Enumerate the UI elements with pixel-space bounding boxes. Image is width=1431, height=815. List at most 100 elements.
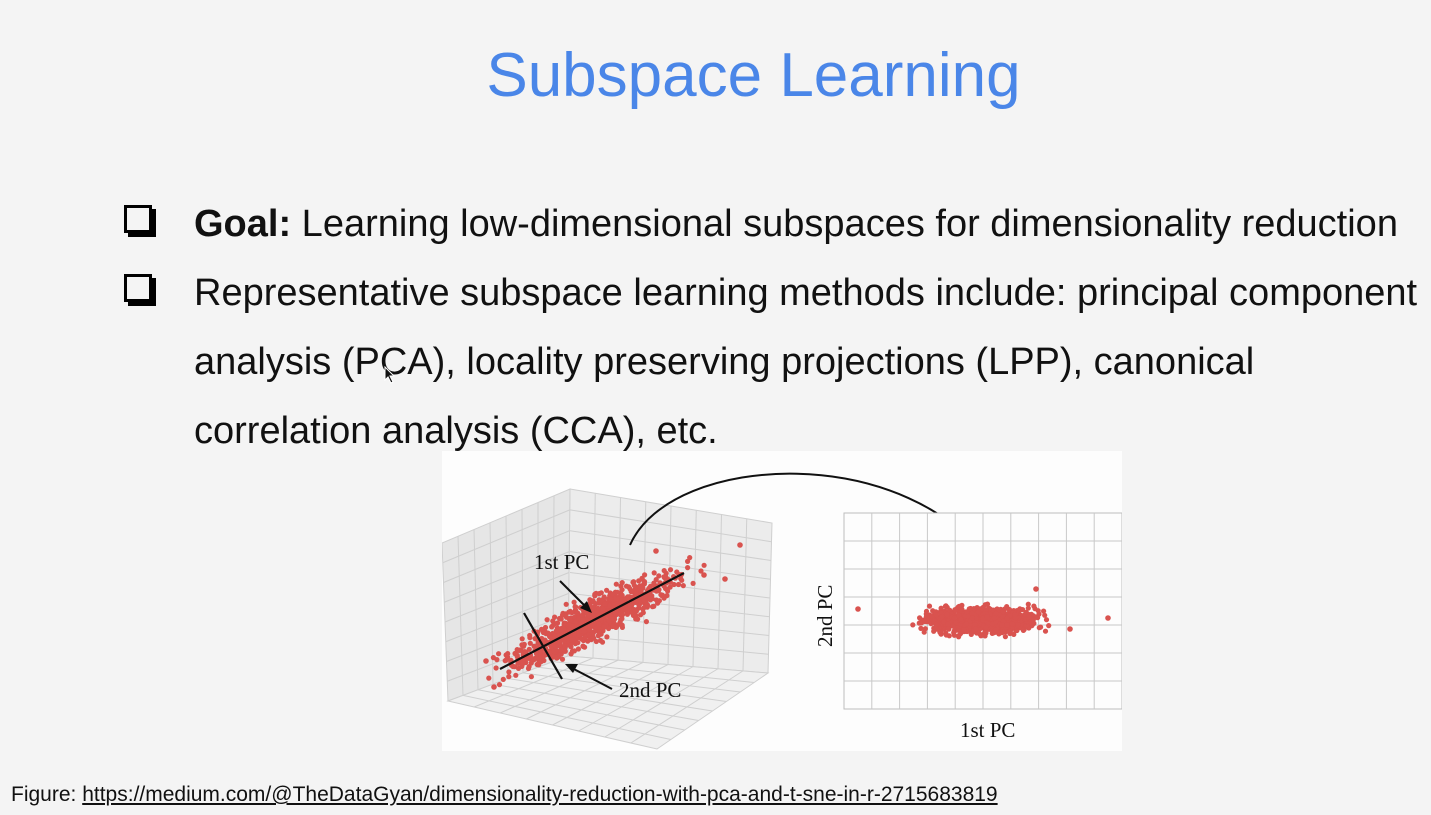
- scatter-point: [642, 572, 648, 578]
- scatter-point: [918, 625, 924, 631]
- scatter-point: [690, 580, 696, 586]
- scatter-point: [1007, 628, 1014, 634]
- scatter-point: [559, 656, 566, 662]
- scatter-point: [526, 646, 532, 652]
- scatter-point: [855, 606, 861, 612]
- scatter-point: [579, 613, 585, 619]
- scatter-point: [614, 589, 620, 595]
- scatter-point: [1029, 620, 1035, 626]
- scatter-point: [626, 594, 632, 600]
- second-pc-axis: [523, 612, 563, 680]
- scatter-point: [610, 591, 616, 597]
- scatter-point: [636, 578, 642, 584]
- scatter-point: [701, 562, 707, 568]
- scatter-point: [620, 612, 626, 618]
- scatter-point: [1041, 608, 1047, 614]
- scatter-point: [638, 588, 644, 594]
- scatter-point: [558, 616, 564, 622]
- scatter-point: [1105, 615, 1111, 621]
- scatter-point: [552, 634, 558, 640]
- goal-label: Goal:: [194, 203, 292, 245]
- scatter-point: [529, 656, 535, 662]
- scatter-point: [973, 615, 979, 621]
- scatter-point: [737, 542, 743, 548]
- scatter-point: [632, 591, 638, 597]
- scatter-point: [572, 604, 578, 610]
- scatter-point: [491, 684, 497, 690]
- second-pc-arrow: [569, 666, 613, 690]
- scatter-point: [663, 574, 669, 580]
- scatter-point: [619, 587, 625, 593]
- scatter-point: [483, 658, 489, 664]
- scatter-point: [502, 658, 508, 664]
- scatter-point: [599, 639, 606, 645]
- caption-link[interactable]: https://medium.com/@TheDataGyan/dimensio…: [82, 783, 998, 806]
- grid-line: [630, 670, 744, 744]
- scatter-point: [562, 642, 568, 648]
- scatter-point: [556, 642, 562, 649]
- scatter-point: [486, 675, 492, 681]
- scatter-point: [640, 597, 647, 603]
- scatter-point: [513, 672, 519, 678]
- scatter-point: [558, 647, 564, 653]
- scatter-point: [946, 626, 952, 632]
- scatter-point: [929, 613, 935, 619]
- scatter-point: [687, 555, 693, 561]
- scatter-point: [999, 622, 1005, 628]
- scatter-point: [964, 609, 970, 615]
- scatter-point: [587, 627, 593, 633]
- scatter-point: [667, 584, 673, 590]
- methods-line-1: Representative subspace learning methods…: [194, 272, 1418, 314]
- checkbox-bullet-icon: [124, 274, 152, 302]
- scatter-point: [610, 623, 616, 629]
- scatter-point: [943, 632, 949, 638]
- scatter-point: [661, 594, 667, 600]
- scatter-point: [980, 604, 986, 610]
- scatter-point: [649, 604, 656, 610]
- scatter-point: [956, 634, 962, 640]
- scatter-point: [931, 625, 937, 631]
- scatter-point: [941, 619, 947, 625]
- scatter-point: [1042, 628, 1049, 634]
- figure-caption: Figure: https://medium.com/@TheDataGyan/…: [11, 783, 998, 807]
- scatter-point: [541, 653, 547, 659]
- grid-line: [445, 592, 569, 643]
- scatter-point: [625, 607, 631, 613]
- scatter-point: [519, 636, 525, 642]
- scatter-point: [552, 614, 558, 620]
- scatter-point: [1067, 626, 1073, 632]
- grid-line: [446, 613, 569, 662]
- scatter-point: [651, 580, 657, 586]
- scatter-point: [722, 576, 728, 582]
- scatter-point: [589, 622, 595, 628]
- grid-line: [569, 634, 769, 655]
- scatter-point: [653, 597, 659, 603]
- scatter-point: [961, 627, 967, 633]
- scatter-point: [675, 581, 682, 588]
- scatter-point: [575, 646, 581, 652]
- pca-figure: 1st PC 2nd PC 1st PC 2nd PC: [442, 451, 1122, 751]
- scatter-point: [572, 614, 578, 620]
- scatter-point: [983, 624, 989, 631]
- scatter-point: [571, 599, 577, 605]
- scatter-point: [933, 612, 939, 618]
- scatter-point: [525, 665, 532, 672]
- scatter-point: [667, 567, 674, 573]
- scatter-point: [528, 660, 534, 666]
- scatter-point: [969, 615, 975, 621]
- scatter-point: [574, 610, 580, 616]
- scatter-point: [601, 594, 607, 600]
- scatter-point: [1033, 586, 1039, 592]
- scatter-point: [963, 621, 970, 627]
- scatter-point: [601, 624, 607, 630]
- scatter-point: [1004, 615, 1010, 621]
- scatter-point: [638, 612, 644, 618]
- scatter-point: [633, 613, 639, 619]
- scatter-point: [522, 656, 528, 662]
- scatter-point: [939, 613, 945, 620]
- scatter-point: [619, 592, 625, 598]
- scatter-point: [552, 621, 558, 627]
- scatter-point: [972, 622, 978, 628]
- scatter-point: [944, 611, 950, 618]
- scatter-point: [506, 669, 512, 675]
